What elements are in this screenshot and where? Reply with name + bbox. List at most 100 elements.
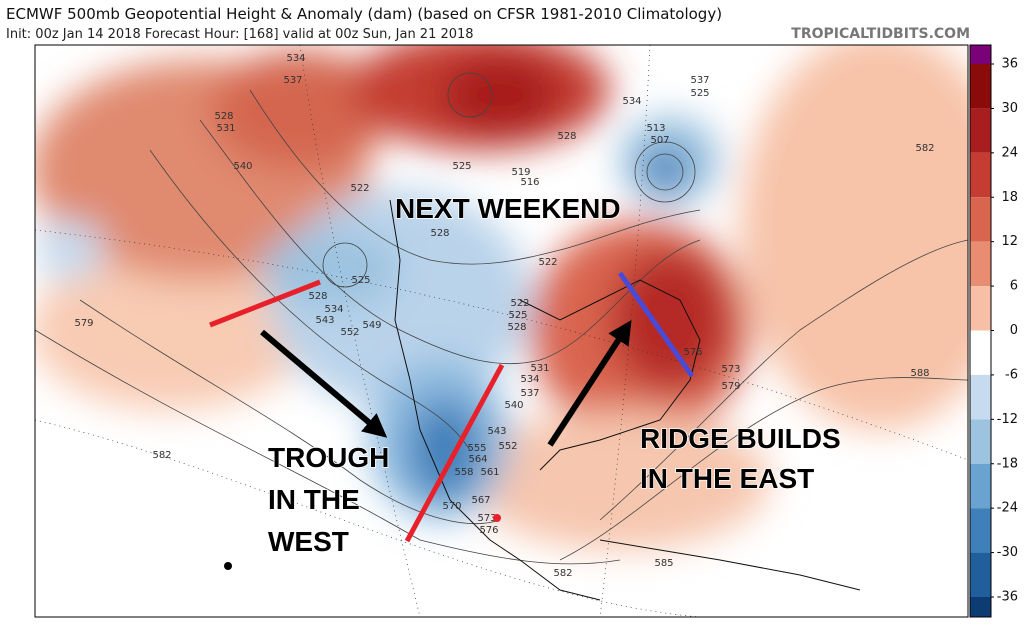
contour-label: 528 [430,228,449,239]
colorbar-tick-label: 24 [1001,145,1018,160]
contour-label: 540 [233,161,252,172]
colorbar-segment [970,508,991,553]
contour-label: 588 [910,368,929,379]
colorbar-tick-label: -12 [997,412,1018,427]
colorbar-tick-label: -6 [1005,367,1018,382]
annotation-line: IN THE [268,484,360,515]
contour-label: 579 [74,318,93,329]
contour-label: 528 [308,291,327,302]
contour-label: 525 [508,310,527,321]
annotation-line: WEST [268,526,349,557]
colorbar-tick-label: 36 [1001,57,1018,72]
contour-label: 582 [553,568,572,579]
contour-label: 528 [214,111,233,122]
annotation-marks [209,271,695,570]
contour-label: 540 [504,400,523,411]
colorbar-segment [970,108,991,153]
credit: TROPICALTIDBITS.COM [791,26,970,42]
contour-label: 513 [646,123,665,134]
arrow [547,319,632,447]
contour-label: 552 [498,441,517,452]
contour-label: 507 [650,135,669,146]
contour-label: 579 [721,381,740,392]
contour-label: 582 [915,143,934,154]
colorbar-tick-label: -18 [997,456,1018,471]
contour-label: 543 [487,426,506,437]
contour-label: 552 [340,327,359,338]
annotation-ridge: RIDGE BUILDS IN THE EAST [639,422,841,495]
contour-label: 522 [538,257,557,268]
contour-label: 537 [520,388,539,399]
colorbar-segment [970,374,991,420]
contour-label: 522 [510,298,529,309]
contour-label: 558 [454,467,473,478]
colorbar-segment [970,286,991,331]
colorbar-tick-label: 0 [1010,323,1018,338]
contour-label: 531 [530,363,549,374]
height-contours [35,72,968,565]
anomaly-shading [35,45,968,550]
contour-label: 585 [654,558,673,569]
contour-label: 537 [690,75,709,86]
colorbar-segment [970,597,991,617]
colorbar-segment [970,552,991,597]
contour-label: 573 [721,364,740,375]
colorbar-segment [970,419,991,464]
contour-label: 537 [283,75,302,86]
contour-label: 576 [479,525,498,536]
contour-label: 528 [557,131,576,142]
colorbar-segment [970,463,991,509]
colorbar-tick-label: 6 [1010,279,1018,294]
contour-label: 525 [690,88,709,99]
colorbar-tick-label: -24 [997,501,1018,516]
contour-label: 576 [683,347,702,358]
contour-label: 531 [216,123,235,134]
colorbar-tick-label: 18 [1001,190,1018,205]
contour-label: 534 [286,53,305,64]
colorbar-tick-label: 12 [1001,234,1018,249]
colorbar-tick-label: -30 [997,545,1018,560]
annotation-next-weekend: NEXT WEEKEND [395,193,621,224]
contour-label: 567 [471,495,490,506]
black-dot [224,562,232,570]
colorbar-segment [970,152,991,198]
red-dot [493,514,501,522]
contour-label: 534 [324,304,343,315]
graticule [35,45,968,617]
colorbar-segment [970,45,991,64]
contour-label: 549 [362,320,381,331]
contour-label: 561 [480,467,499,478]
contour-label: 573 [477,513,496,524]
contour-label: 555 [467,443,486,454]
contour-label: 564 [468,454,487,465]
annotation-trough: TROUGH IN THE WEST [267,441,390,558]
arrow [260,329,388,438]
colorbar-segment [970,197,991,242]
contour-label: 525 [452,161,471,172]
contour-label: 528 [507,322,526,333]
annotation-line: TROUGH [268,442,389,473]
blue-line [617,271,695,378]
title: ECMWF 500mb Geopotential Height & Anomal… [6,5,722,23]
annotation-line: RIDGE BUILDS [640,423,841,454]
contour-label: 519 [511,167,530,178]
contour-label: 516 [520,177,539,188]
red-line [404,363,505,543]
colorbar: 36 30 24 18 12 6 0 -6 -12 -18 -24 -30 -36 [969,44,1018,618]
contour-label: 534 [622,96,641,107]
red-line [209,279,321,328]
colorbar-tick-label: -36 [997,590,1018,605]
contour-label: 522 [350,183,369,194]
colorbar-segment [970,241,991,287]
contour-label: 525 [351,275,370,286]
contour-label: 534 [520,374,539,385]
colorbar-segment [970,64,991,109]
contour-label: 543 [315,315,334,326]
subtitle: Init: 00z Jan 14 2018 Forecast Hour: [16… [6,27,474,42]
map-frame [34,44,969,618]
coastlines [389,199,861,601]
contour-label: 570 [442,501,461,512]
